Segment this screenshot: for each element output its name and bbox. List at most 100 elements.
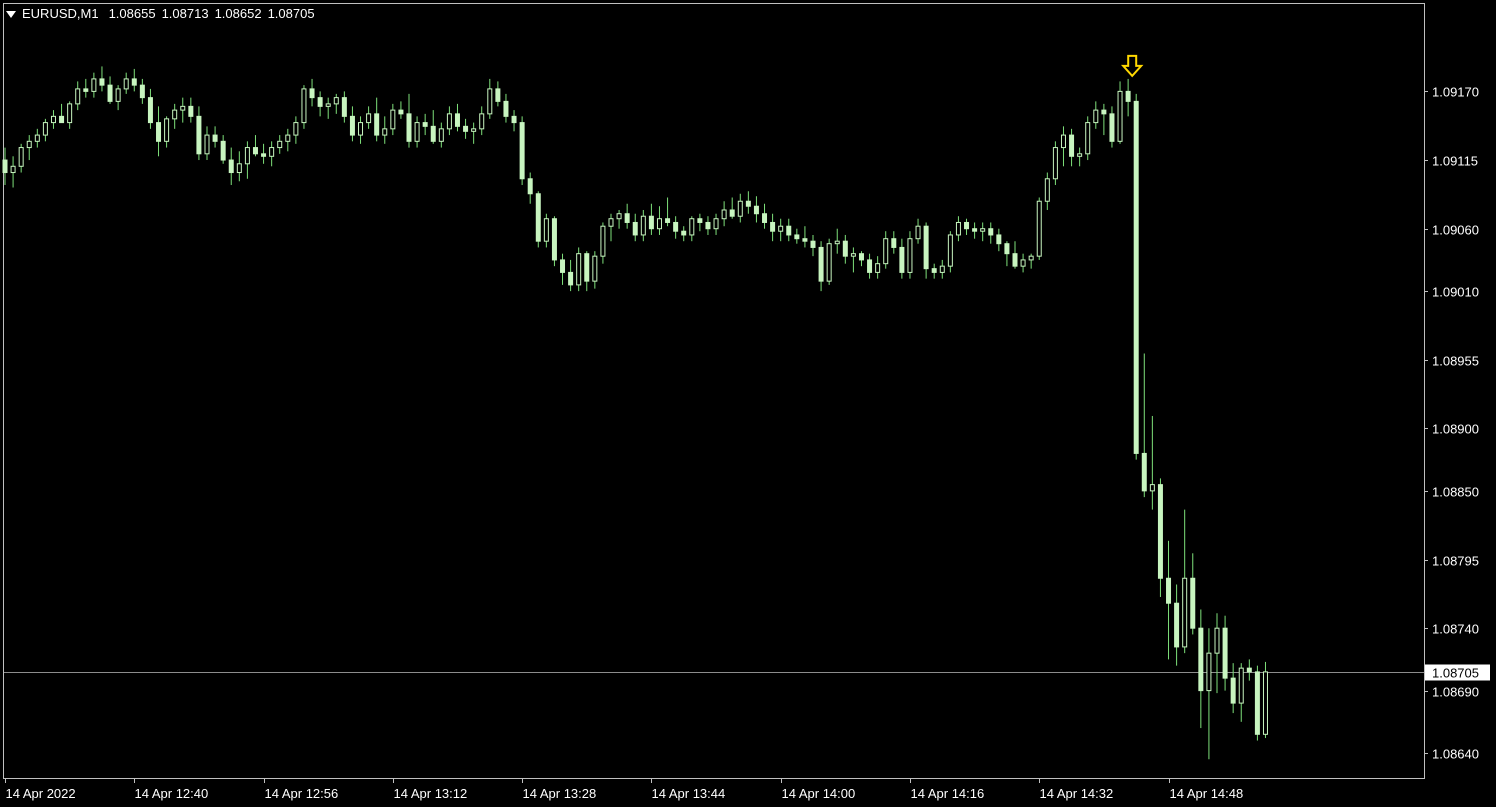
low-value: 1.08652 bbox=[214, 6, 262, 21]
candle-body-bullish bbox=[1117, 90, 1123, 142]
time-tick-label: 14 Apr 13:28 bbox=[523, 786, 597, 801]
candle-body-bearish bbox=[1174, 602, 1180, 648]
candle-body-bullish bbox=[915, 225, 921, 240]
candle-body-bearish bbox=[220, 140, 226, 161]
candle-body-bearish bbox=[1125, 90, 1131, 102]
candle-body-bearish bbox=[899, 246, 905, 273]
candle-body-bearish bbox=[422, 122, 428, 127]
candle-body-bearish bbox=[1230, 677, 1236, 704]
candle-body-bearish bbox=[1101, 109, 1107, 115]
candle-body-bearish bbox=[196, 115, 202, 155]
candle-body-bullish bbox=[204, 134, 210, 155]
candle-body-bullish bbox=[543, 218, 549, 242]
candle-body-bearish bbox=[762, 213, 768, 223]
candle-body-bullish bbox=[689, 218, 695, 236]
candle-body-bearish bbox=[964, 221, 970, 230]
candle-body-bearish bbox=[527, 178, 533, 195]
candle-body-bearish bbox=[1190, 577, 1196, 629]
current-price-label: 1.08705 bbox=[1432, 666, 1479, 681]
candle-body-bullish bbox=[10, 165, 16, 174]
candle-body-bearish bbox=[99, 78, 105, 86]
price-tick-label: 1.08955 bbox=[1432, 354, 1479, 369]
symbol-header[interactable]: EURUSD,M1 1.08655 1.08713 1.08652 1.0870… bbox=[6, 6, 315, 21]
time-tick-label: 14 Apr 13:44 bbox=[652, 786, 726, 801]
arrow-down-icon bbox=[1120, 54, 1144, 78]
body-layer bbox=[2, 78, 1268, 735]
candle-body-bullish bbox=[1028, 255, 1034, 261]
candle-body-bearish bbox=[1004, 243, 1010, 255]
price-tick-label: 1.08850 bbox=[1432, 485, 1479, 500]
candle-body-bullish bbox=[446, 113, 452, 130]
price-tick-label: 1.08690 bbox=[1432, 685, 1479, 700]
price-axis[interactable]: 1.09170 1.09115 1.09060 1.09010 1.08955 1.089… bbox=[1424, 85, 1479, 762]
candle-body-bullish bbox=[123, 78, 129, 90]
candle-body-bearish bbox=[584, 253, 590, 282]
candle-body-bearish bbox=[753, 205, 759, 215]
candle-body-bullish bbox=[382, 128, 388, 136]
candle-body-bearish bbox=[1141, 452, 1147, 492]
candle-body-bullish bbox=[301, 88, 307, 124]
candle-body-bullish bbox=[600, 225, 606, 257]
candle-body-bearish bbox=[624, 213, 630, 223]
candle-body-bearish bbox=[341, 97, 347, 117]
candle-body-bullish bbox=[50, 115, 56, 124]
candle-body-bearish bbox=[83, 88, 89, 92]
time-axis[interactable]: 14 Apr 2022 14 Apr 12:40 14 Apr 12:56 14 Ap… bbox=[5, 778, 1244, 801]
candle-body-bullish bbox=[479, 113, 485, 130]
candle-body-bearish bbox=[503, 100, 509, 117]
current-price-label-bg bbox=[1425, 664, 1490, 681]
candle-body-bullish bbox=[115, 88, 121, 102]
candle-body-bullish bbox=[172, 109, 178, 120]
candle-body-bearish bbox=[511, 115, 517, 124]
candle-body-bearish bbox=[770, 221, 776, 232]
candle-body-bullish bbox=[26, 140, 32, 149]
candle-body-bullish bbox=[277, 140, 283, 149]
candle-body-bearish bbox=[131, 78, 137, 86]
candle-body-bearish bbox=[794, 234, 800, 240]
candle-body-bullish bbox=[285, 134, 291, 142]
candle-body-bearish bbox=[923, 225, 929, 270]
close-value: 1.08705 bbox=[267, 6, 315, 21]
price-tick-label: 1.08740 bbox=[1432, 622, 1479, 637]
time-tick-label: 14 Apr 14:16 bbox=[911, 786, 985, 801]
candle-body-bearish bbox=[1133, 100, 1139, 454]
time-tick-label: 14 Apr 14:48 bbox=[1170, 786, 1244, 801]
candle-body-bullish bbox=[34, 134, 40, 142]
candle-body-bullish bbox=[640, 215, 646, 236]
candle-body-bearish bbox=[568, 271, 574, 286]
dropdown-triangle-icon[interactable] bbox=[6, 10, 16, 18]
candle-body-bearish bbox=[374, 113, 380, 136]
candle-body-bullish bbox=[1060, 134, 1066, 149]
candle-body-bullish bbox=[939, 265, 945, 273]
candle-body-bearish bbox=[818, 246, 824, 282]
candle-body-bearish bbox=[463, 125, 469, 132]
open-value: 1.08655 bbox=[108, 6, 156, 21]
candle-body-bearish bbox=[406, 113, 412, 142]
candle-body-bearish bbox=[535, 193, 541, 242]
candle-body-bearish bbox=[1166, 577, 1172, 604]
price-tick-label: 1.08640 bbox=[1432, 747, 1479, 762]
candle-body-bullish bbox=[1182, 577, 1188, 648]
candle-body-bearish bbox=[252, 147, 258, 155]
wick-layer bbox=[4, 66, 1266, 760]
symbol-timeframe: EURUSD,M1 bbox=[22, 6, 99, 21]
candle-body-bullish bbox=[269, 147, 275, 157]
candle-body-bearish bbox=[972, 228, 978, 232]
candle-body-bullish bbox=[834, 240, 840, 245]
price-tick-label: 1.09115 bbox=[1432, 154, 1478, 169]
candle-body-bearish bbox=[648, 215, 654, 230]
candle-body-bearish bbox=[228, 159, 234, 174]
price-tick-label: 1.09170 bbox=[1432, 85, 1479, 100]
candle-body-bearish bbox=[551, 218, 557, 261]
candle-body-bullish bbox=[1085, 122, 1091, 155]
candle-body-bullish bbox=[947, 234, 953, 267]
candle-body-bullish bbox=[390, 109, 396, 130]
candle-body-bearish bbox=[188, 105, 194, 117]
candle-body-bearish bbox=[212, 134, 218, 142]
candle-body-bullish bbox=[1149, 484, 1155, 492]
candle-body-bearish bbox=[786, 225, 792, 236]
candle-body-bearish bbox=[349, 115, 355, 136]
candle-body-bullish bbox=[471, 128, 477, 132]
